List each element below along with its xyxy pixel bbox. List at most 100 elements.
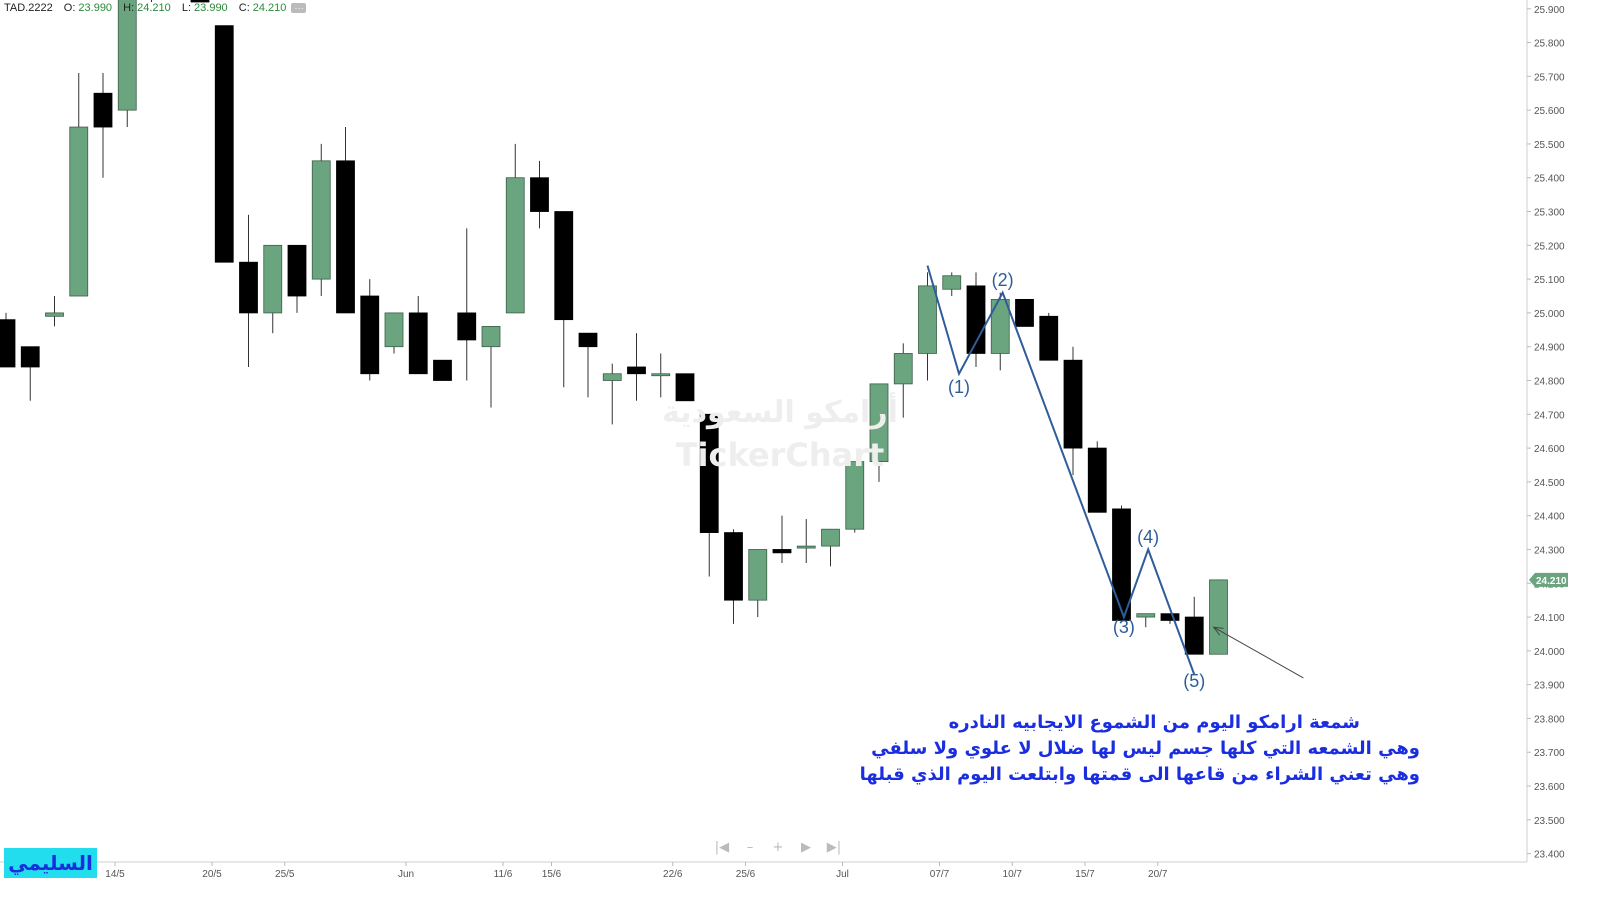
annotation-line-1: شمعة ارامكو اليوم من الشموع الايجابيه ال… bbox=[948, 712, 1360, 733]
candle bbox=[748, 549, 768, 618]
wave-label: (4) bbox=[1137, 527, 1159, 547]
y-tick-label: 25.200 bbox=[1534, 241, 1565, 252]
wave-label: (2) bbox=[992, 270, 1014, 290]
x-tick-label: 20/5 bbox=[202, 869, 222, 880]
candle-body-up bbox=[651, 373, 671, 377]
candle-body-down bbox=[1063, 359, 1083, 449]
candle-body-up bbox=[869, 383, 889, 463]
author-badge: السليمي bbox=[4, 848, 97, 878]
x-tick-label: 14/5 bbox=[105, 869, 125, 880]
y-tick-label: 23.500 bbox=[1534, 816, 1565, 827]
date-axis[interactable]: 14/5 20/5 25/5 Jun 11/6 15/6 22/6 25/6 Jul 07/7 10… bbox=[105, 862, 1168, 880]
annotation-line-2: وهي الشمعه التي كلها جسم ليس لها ضلال لا… bbox=[871, 738, 1420, 759]
candle bbox=[893, 343, 913, 418]
y-tick-label: 25.100 bbox=[1534, 275, 1565, 286]
candle bbox=[724, 529, 743, 624]
elliott-wave-line bbox=[926, 265, 1196, 675]
nav-last-icon[interactable]: ▶| bbox=[826, 840, 842, 855]
candle bbox=[554, 211, 574, 388]
candle bbox=[869, 383, 889, 482]
y-tick-label: 24.100 bbox=[1534, 613, 1565, 624]
candle bbox=[239, 214, 258, 367]
x-tick-label: 10/7 bbox=[1003, 869, 1023, 880]
symbol-label: TAD.2222 bbox=[4, 2, 53, 14]
candle-body-up bbox=[918, 285, 937, 354]
last-price-label: 24.210 bbox=[1536, 576, 1567, 587]
low-value: 23.990 bbox=[194, 2, 228, 14]
y-tick-label: 24.000 bbox=[1534, 647, 1565, 658]
wave-label: (1) bbox=[948, 377, 970, 397]
candle-body-down bbox=[214, 25, 234, 263]
candle-body-up bbox=[1136, 613, 1156, 618]
y-tick-label: 25.500 bbox=[1534, 140, 1565, 151]
candle-body-down bbox=[1184, 616, 1204, 655]
candle bbox=[1184, 596, 1204, 655]
candle-body-down bbox=[966, 285, 986, 354]
candle bbox=[433, 359, 452, 381]
y-tick-label: 24.600 bbox=[1534, 444, 1565, 455]
y-tick-label: 24.700 bbox=[1534, 410, 1565, 421]
y-tick-label: 24.400 bbox=[1534, 512, 1565, 523]
low-label: L: bbox=[181, 2, 192, 14]
zoom-out-icon[interactable]: – bbox=[746, 840, 754, 855]
candle-body-down bbox=[1039, 315, 1059, 361]
annotation-arrow-head bbox=[1212, 626, 1224, 636]
open-label: O: bbox=[63, 2, 76, 14]
chart-nav-controls: |◀ – + ▶ ▶| bbox=[708, 840, 848, 858]
candles bbox=[0, 0, 1228, 655]
candle-body-down bbox=[190, 0, 210, 3]
last-price-marker bbox=[1529, 572, 1568, 587]
candle bbox=[20, 346, 40, 401]
candle bbox=[602, 363, 622, 425]
candle bbox=[45, 296, 64, 327]
candle-body-down bbox=[699, 413, 719, 533]
candle bbox=[1112, 505, 1131, 621]
annotation-line-3: وهي تعني الشراء من قاعها الى قمتها وابتل… bbox=[859, 764, 1420, 785]
candle bbox=[966, 272, 986, 367]
candle-body-down bbox=[1087, 447, 1107, 513]
candle bbox=[796, 519, 816, 563]
candle-body-down bbox=[554, 211, 574, 321]
candle bbox=[0, 312, 16, 368]
price-axis[interactable]: 25.900 25.800 25.700 25.600 25.500 25.400 25.3… bbox=[1527, 5, 1568, 861]
candle bbox=[699, 413, 719, 577]
ohlc-header: TAD.2222 O: 23.990 H: 24.210 L: 23.990 C: 24… bbox=[4, 2, 307, 14]
candle-body-up bbox=[117, 0, 137, 111]
candle bbox=[1136, 613, 1156, 628]
candle bbox=[942, 272, 962, 297]
x-tick-label: 22/6 bbox=[663, 869, 683, 880]
candle bbox=[360, 279, 380, 381]
zoom-in-icon[interactable]: + bbox=[772, 840, 784, 855]
candle bbox=[336, 127, 355, 314]
y-tick-label: 24.300 bbox=[1534, 545, 1565, 556]
candle-body-down bbox=[239, 261, 258, 314]
wave-lines: (1) (2) (3) (4) (5) bbox=[926, 265, 1304, 691]
close-value: 24.210 bbox=[252, 2, 287, 14]
y-tick-label: 25.800 bbox=[1534, 39, 1565, 50]
candle bbox=[384, 312, 404, 354]
nav-first-icon[interactable]: |◀ bbox=[714, 840, 730, 855]
candle bbox=[1160, 613, 1180, 624]
candle bbox=[1087, 441, 1107, 513]
candle-body-up bbox=[481, 326, 501, 348]
candle bbox=[481, 326, 501, 408]
candle bbox=[530, 160, 549, 229]
nav-next-icon[interactable]: ▶ bbox=[801, 840, 811, 855]
x-tick-label: 25/6 bbox=[736, 869, 756, 880]
candle-body-down bbox=[627, 366, 646, 375]
candle bbox=[263, 244, 283, 334]
candle bbox=[214, 25, 234, 263]
ellipsis-icon[interactable]: ··· bbox=[291, 3, 307, 14]
y-tick-label: 24.800 bbox=[1534, 376, 1565, 387]
candle-body-down bbox=[1160, 613, 1180, 621]
y-tick-label: 25.600 bbox=[1534, 106, 1565, 117]
x-tick-label: 15/6 bbox=[542, 869, 562, 880]
candle-body-down bbox=[1112, 508, 1131, 621]
open-value: 23.990 bbox=[78, 2, 113, 14]
x-tick-label: 07/7 bbox=[930, 869, 950, 880]
y-tick-label: 23.800 bbox=[1534, 714, 1565, 725]
x-tick-label: 20/7 bbox=[1148, 869, 1168, 880]
candle bbox=[990, 292, 1010, 371]
candle bbox=[578, 332, 598, 398]
